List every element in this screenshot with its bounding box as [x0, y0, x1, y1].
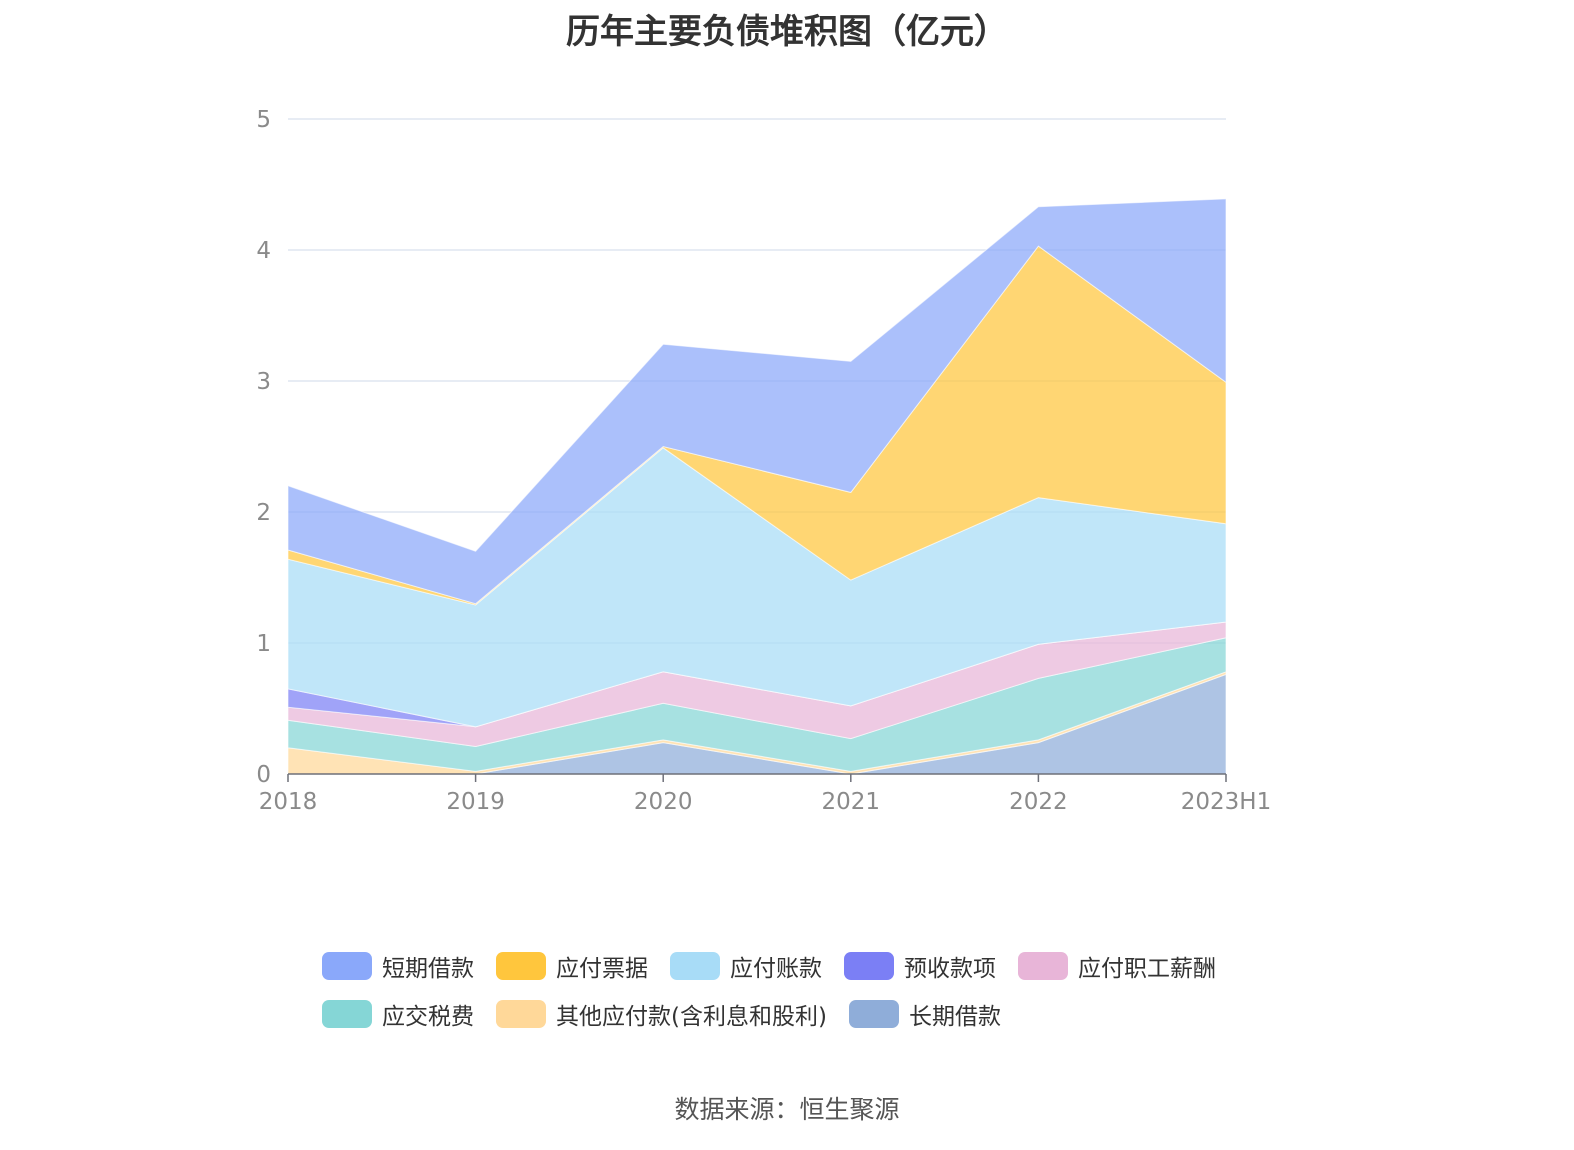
legend-swatch — [844, 952, 894, 980]
x-tick-label: 2022 — [1009, 789, 1068, 815]
legend-label: 长期借款 — [908, 1004, 1001, 1030]
legend-label: 其他应付款(含利息和股利) — [556, 1004, 827, 1030]
legend-label: 短期借款 — [382, 956, 474, 982]
legend-swatch — [322, 1000, 372, 1028]
legend-swatch — [322, 952, 372, 980]
x-tick-label: 2020 — [634, 789, 693, 815]
x-tick-label: 2018 — [259, 789, 318, 815]
area-series[interactable] — [287, 198, 1227, 605]
legend-label: 应付职工薪酬 — [1078, 956, 1216, 982]
y-tick-label: 0 — [256, 762, 271, 788]
legend-label: 应付账款 — [730, 956, 822, 982]
x-tick-label: 2023H1 — [1181, 789, 1271, 815]
legend-item[interactable]: 应交税费 — [322, 997, 474, 1031]
data-source-note: 数据来源：恒生聚源 — [674, 1095, 900, 1124]
legend-item[interactable]: 预收款项 — [844, 949, 996, 983]
y-axis-ticks: 0 1 2 3 4 5 — [256, 107, 271, 788]
chart-plot: 0 1 2 3 4 5 2018 2019 2020 2021 2022 2023H1 — [256, 107, 1272, 815]
x-axis-ticks: 2018 2019 2020 2021 2022 2023H1 — [259, 789, 1272, 815]
y-tick-label: 3 — [256, 369, 271, 395]
legend-label: 预收款项 — [904, 956, 996, 982]
legend-swatch — [1018, 952, 1068, 980]
area-series-group — [287, 198, 1227, 775]
legend-item[interactable]: 应付职工薪酬 — [1018, 949, 1216, 983]
legend-swatch — [496, 952, 546, 980]
legend-label: 应付票据 — [556, 956, 648, 982]
y-tick-label: 4 — [256, 238, 271, 264]
x-axis — [287, 773, 1227, 782]
legend-row: 应交税费 其他应付款(含利息和股利) 长期借款 — [322, 990, 1262, 1038]
y-tick-label: 5 — [256, 107, 271, 133]
y-tick-label: 1 — [256, 631, 271, 657]
legend-item[interactable]: 应付账款 — [670, 949, 822, 983]
legend-item[interactable]: 长期借款 — [848, 997, 1001, 1031]
y-tick-label: 2 — [256, 500, 271, 526]
legend-label: 应交税费 — [382, 1004, 474, 1030]
chart-title: 历年主要负债堆积图（亿元） — [566, 12, 1008, 52]
legend-swatch — [670, 952, 720, 980]
legend-swatch — [848, 1000, 899, 1028]
legend: 短期借款 应付票据 应付账款 预收款项 应付职工薪酬 应交税费 其他应付款(含利… — [322, 942, 1262, 1038]
legend-swatch — [496, 1000, 546, 1028]
legend-row: 短期借款 应付票据 应付账款 预收款项 应付职工薪酬 — [322, 942, 1262, 990]
legend-item[interactable]: 应付票据 — [496, 949, 648, 983]
legend-item[interactable]: 短期借款 — [322, 949, 474, 983]
x-tick-label: 2019 — [446, 789, 505, 815]
legend-item[interactable]: 其他应付款(含利息和股利) — [496, 997, 827, 1031]
x-tick-label: 2021 — [822, 789, 881, 815]
